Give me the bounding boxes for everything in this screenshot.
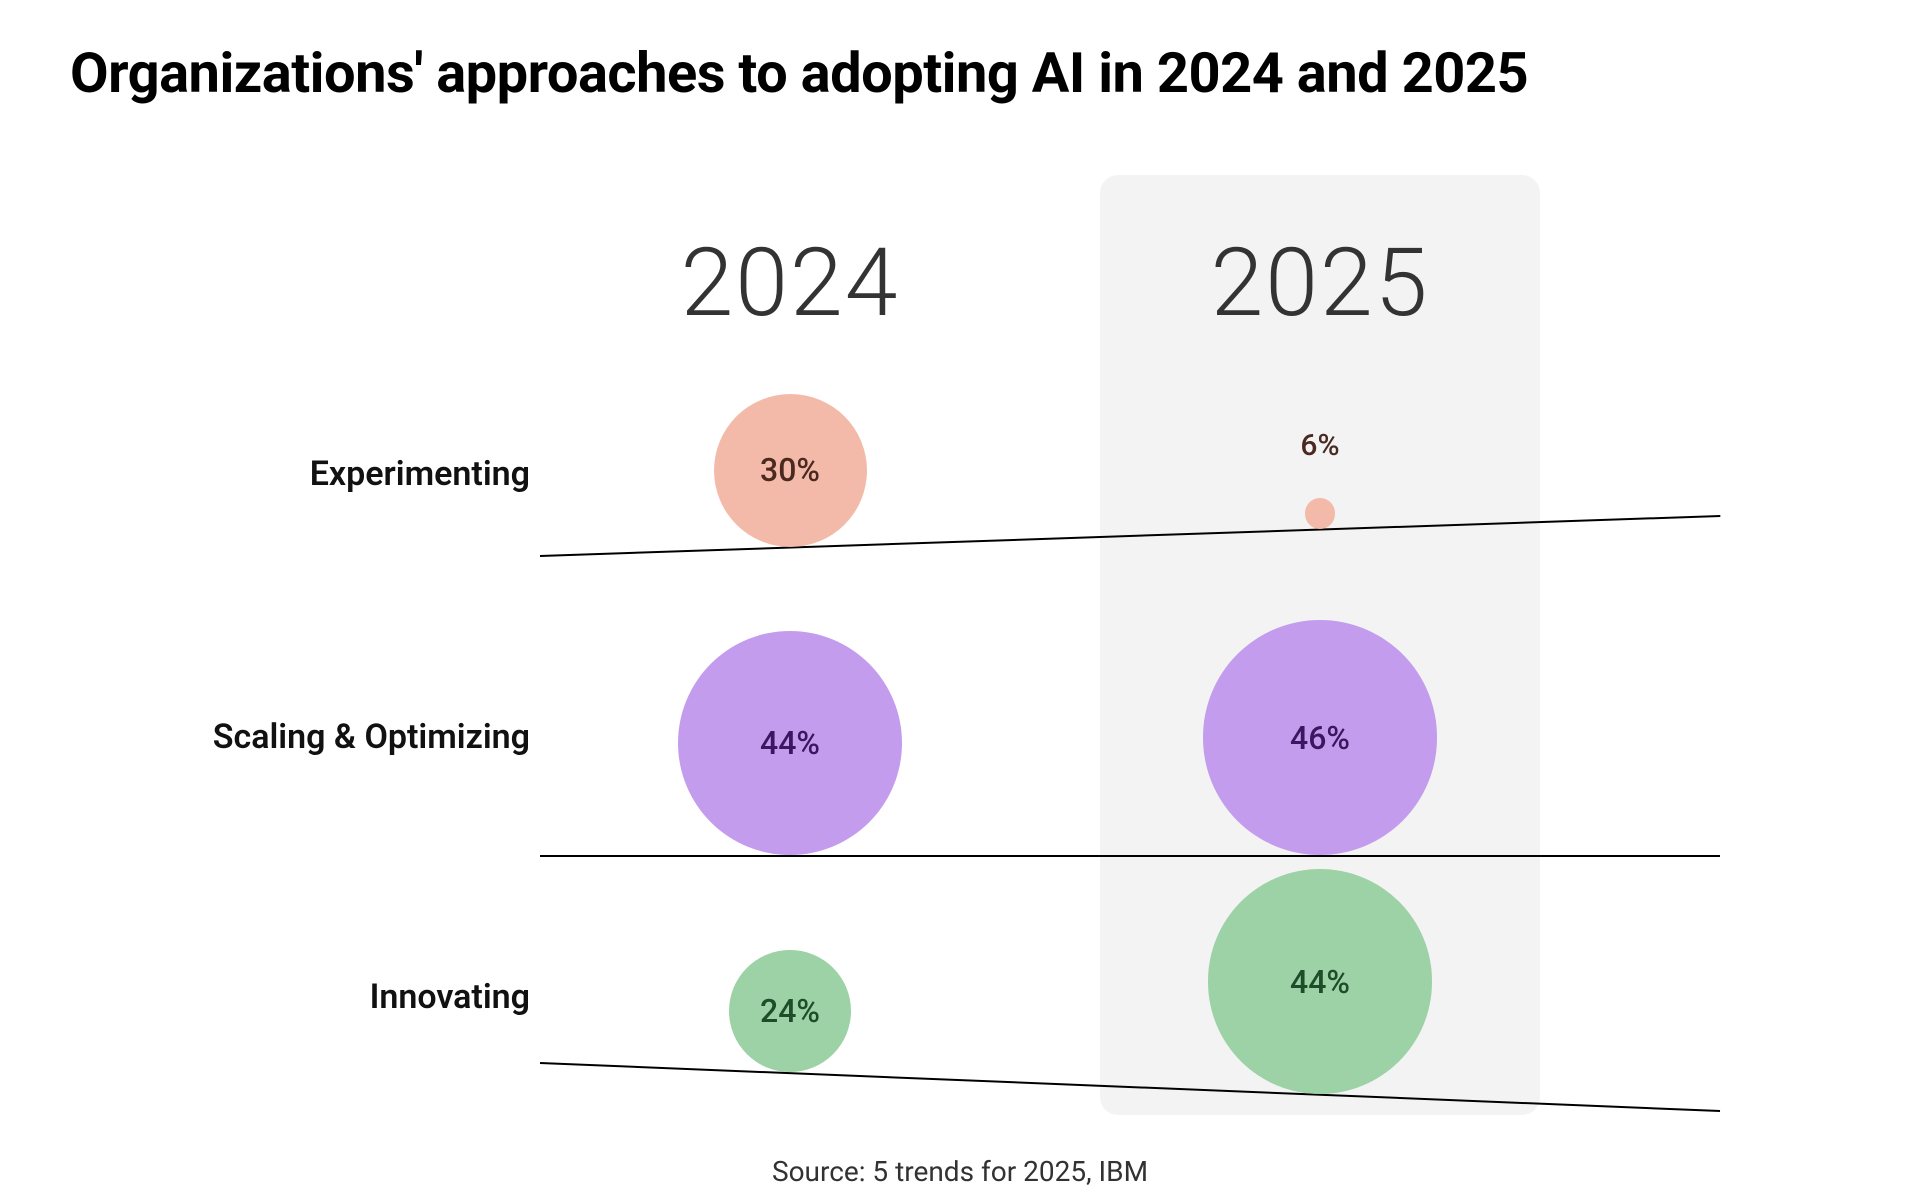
row-label-0: Experimenting: [310, 454, 530, 494]
bubble-innovating-2025: 44%: [1208, 869, 1432, 1093]
year-header-2025: 2025: [1170, 228, 1470, 339]
bubble-value-label: 44%: [1290, 963, 1350, 1001]
bubble-value-label: 6%: [1280, 428, 1360, 463]
bubble-value-label: 44%: [760, 724, 820, 762]
bubble-experimenting-2024: 30%: [714, 394, 867, 547]
source-attribution: Source: 5 trends for 2025, IBM: [0, 1155, 1920, 1188]
bubble-experimenting-2025: [1305, 498, 1336, 529]
row-label-1: Scaling & Optimizing: [213, 717, 530, 757]
row-label-2: Innovating: [370, 977, 530, 1017]
chart-area: 2024 2025 Experimenting Scaling & Optimizin…: [0, 0, 1920, 1201]
separator-line-1: [540, 855, 1720, 857]
year-header-2024: 2024: [640, 228, 940, 339]
bubble-value-label: 24%: [760, 992, 820, 1030]
bubble-value-label: 46%: [1290, 719, 1350, 757]
bubble-value-label: 30%: [760, 451, 820, 489]
bubble-scaling-optimizing-2025: 46%: [1203, 620, 1438, 855]
bubble-innovating-2024: 24%: [729, 950, 851, 1072]
chart-container: Organizations' approaches to adopting AI…: [0, 0, 1920, 1201]
bubble-scaling-optimizing-2024: 44%: [678, 631, 902, 855]
